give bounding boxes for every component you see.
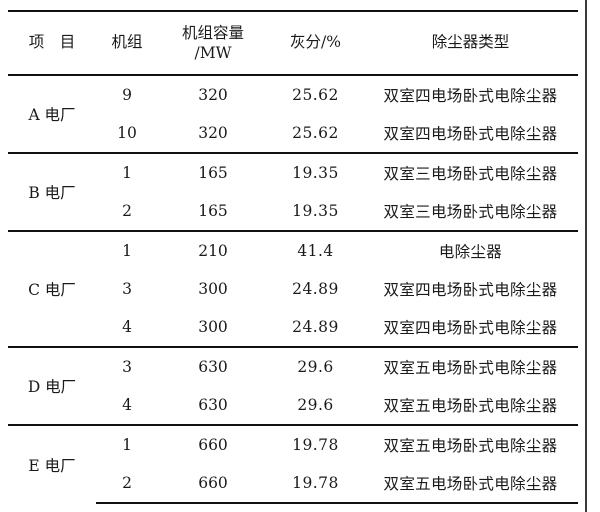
- ash-content-cell: 19.78: [268, 464, 363, 504]
- unit-number-cell: 1: [96, 152, 158, 192]
- power-plant-specs-table: 项 目 机组 机组容量 /MW 灰分/% 除尘器类型 A 电厂 9 320 25.62…: [8, 10, 578, 504]
- header-cell-ash: 灰分/%: [268, 10, 363, 75]
- ash-content-cell: 25.62: [268, 114, 363, 153]
- unit-number-cell: 10: [96, 114, 158, 153]
- collector-type-cell: 双室四电场卧式电除尘器: [363, 270, 578, 308]
- unit-number-cell: 3: [96, 346, 158, 386]
- ash-content-cell: 24.89: [268, 308, 363, 347]
- collector-type-cell: 双室五电场卧式电除尘器: [363, 464, 578, 504]
- plant-name-cell: B 电厂: [8, 152, 96, 231]
- table-container: 项 目 机组 机组容量 /MW 灰分/% 除尘器类型 A 电厂 9 320 25.62…: [8, 10, 578, 504]
- header-cell-item: 项 目: [8, 10, 96, 75]
- collector-type-cell: 电除尘器: [363, 230, 578, 270]
- table-header: 项 目 机组 机组容量 /MW 灰分/% 除尘器类型: [8, 10, 578, 75]
- unit-number-cell: 1: [96, 230, 158, 270]
- table-row: 4 300 24.89 双室四电场卧式电除尘器: [8, 308, 578, 347]
- ash-content-cell: 19.78: [268, 424, 363, 464]
- table-row: 2 165 19.35 双室三电场卧式电除尘器: [8, 192, 578, 231]
- plant-name-cell: D 电厂: [8, 346, 96, 425]
- capacity-cell: 660: [158, 464, 268, 504]
- collector-type-cell: 双室四电场卧式电除尘器: [363, 74, 578, 114]
- ash-content-cell: 24.89: [268, 270, 363, 308]
- plant-name-cell: A 电厂: [8, 74, 96, 153]
- header-capacity-line2: /MW: [194, 44, 232, 62]
- capacity-cell: 300: [158, 308, 268, 347]
- table-row: E 电厂 1 660 19.78 双室五电场卧式电除尘器: [8, 424, 578, 503]
- collector-type-cell: 双室五电场卧式电除尘器: [363, 346, 578, 386]
- unit-number-cell: 2: [96, 192, 158, 231]
- collector-type-cell: 双室四电场卧式电除尘器: [363, 308, 578, 347]
- capacity-cell: 320: [158, 74, 268, 114]
- table-row: D 电厂 3 630 29.6 双室五电场卧式电除尘器: [8, 346, 578, 425]
- ash-content-cell: 29.6: [268, 346, 363, 386]
- unit-number-cell: 1: [96, 424, 158, 464]
- collector-type-cell: 双室四电场卧式电除尘器: [363, 114, 578, 153]
- header-cell-unit: 机组: [96, 10, 158, 75]
- capacity-cell: 210: [158, 230, 268, 270]
- capacity-cell: 630: [158, 386, 268, 425]
- unit-number-cell: 4: [96, 308, 158, 347]
- collector-type-cell: 双室三电场卧式电除尘器: [363, 192, 578, 231]
- unit-number-cell: 9: [96, 74, 158, 114]
- table-body: A 电厂 9 320 25.62 双室四电场卧式电除尘器 10 320 25.62 双室四电场卧…: [8, 74, 578, 504]
- ash-content-cell: 19.35: [268, 152, 363, 192]
- table-row: 10 320 25.62 双室四电场卧式电除尘器: [8, 114, 578, 153]
- table-row: 3 300 24.89 双室四电场卧式电除尘器: [8, 270, 578, 308]
- collector-type-cell: 双室三电场卧式电除尘器: [363, 152, 578, 192]
- capacity-cell: 320: [158, 114, 268, 153]
- ash-content-cell: 29.6: [268, 386, 363, 425]
- header-cell-capacity: 机组容量 /MW: [158, 10, 268, 75]
- capacity-cell: 165: [158, 192, 268, 231]
- capacity-cell: 630: [158, 346, 268, 386]
- page-edge-artifact: [585, 0, 587, 512]
- header-cell-type: 除尘器类型: [363, 10, 578, 75]
- table-row: C 电厂 1 210 41.4 电除尘器: [8, 230, 578, 347]
- header-row: 项 目 机组 机组容量 /MW 灰分/% 除尘器类型: [8, 10, 578, 75]
- unit-number-cell: 4: [96, 386, 158, 425]
- header-capacity-line1: 机组容量: [181, 23, 244, 42]
- unit-number-cell: 2: [96, 464, 158, 504]
- capacity-cell: 660: [158, 424, 268, 464]
- ash-content-cell: 19.35: [268, 192, 363, 231]
- ash-content-cell: 41.4: [268, 230, 363, 270]
- plant-name-cell: E 电厂: [8, 424, 96, 503]
- plant-name-cell: C 电厂: [8, 230, 96, 347]
- capacity-cell: 165: [158, 152, 268, 192]
- collector-type-cell: 双室五电场卧式电除尘器: [363, 424, 578, 464]
- table-row: B 电厂 1 165 19.35 双室三电场卧式电除尘器: [8, 152, 578, 231]
- collector-type-cell: 双室五电场卧式电除尘器: [363, 386, 578, 425]
- ash-content-cell: 25.62: [268, 74, 363, 114]
- unit-number-cell: 3: [96, 270, 158, 308]
- table-row: A 电厂 9 320 25.62 双室四电场卧式电除尘器: [8, 74, 578, 153]
- capacity-cell: 300: [158, 270, 268, 308]
- table-row: 4 630 29.6 双室五电场卧式电除尘器: [8, 386, 578, 425]
- table-row: 2 660 19.78 双室五电场卧式电除尘器: [8, 464, 578, 504]
